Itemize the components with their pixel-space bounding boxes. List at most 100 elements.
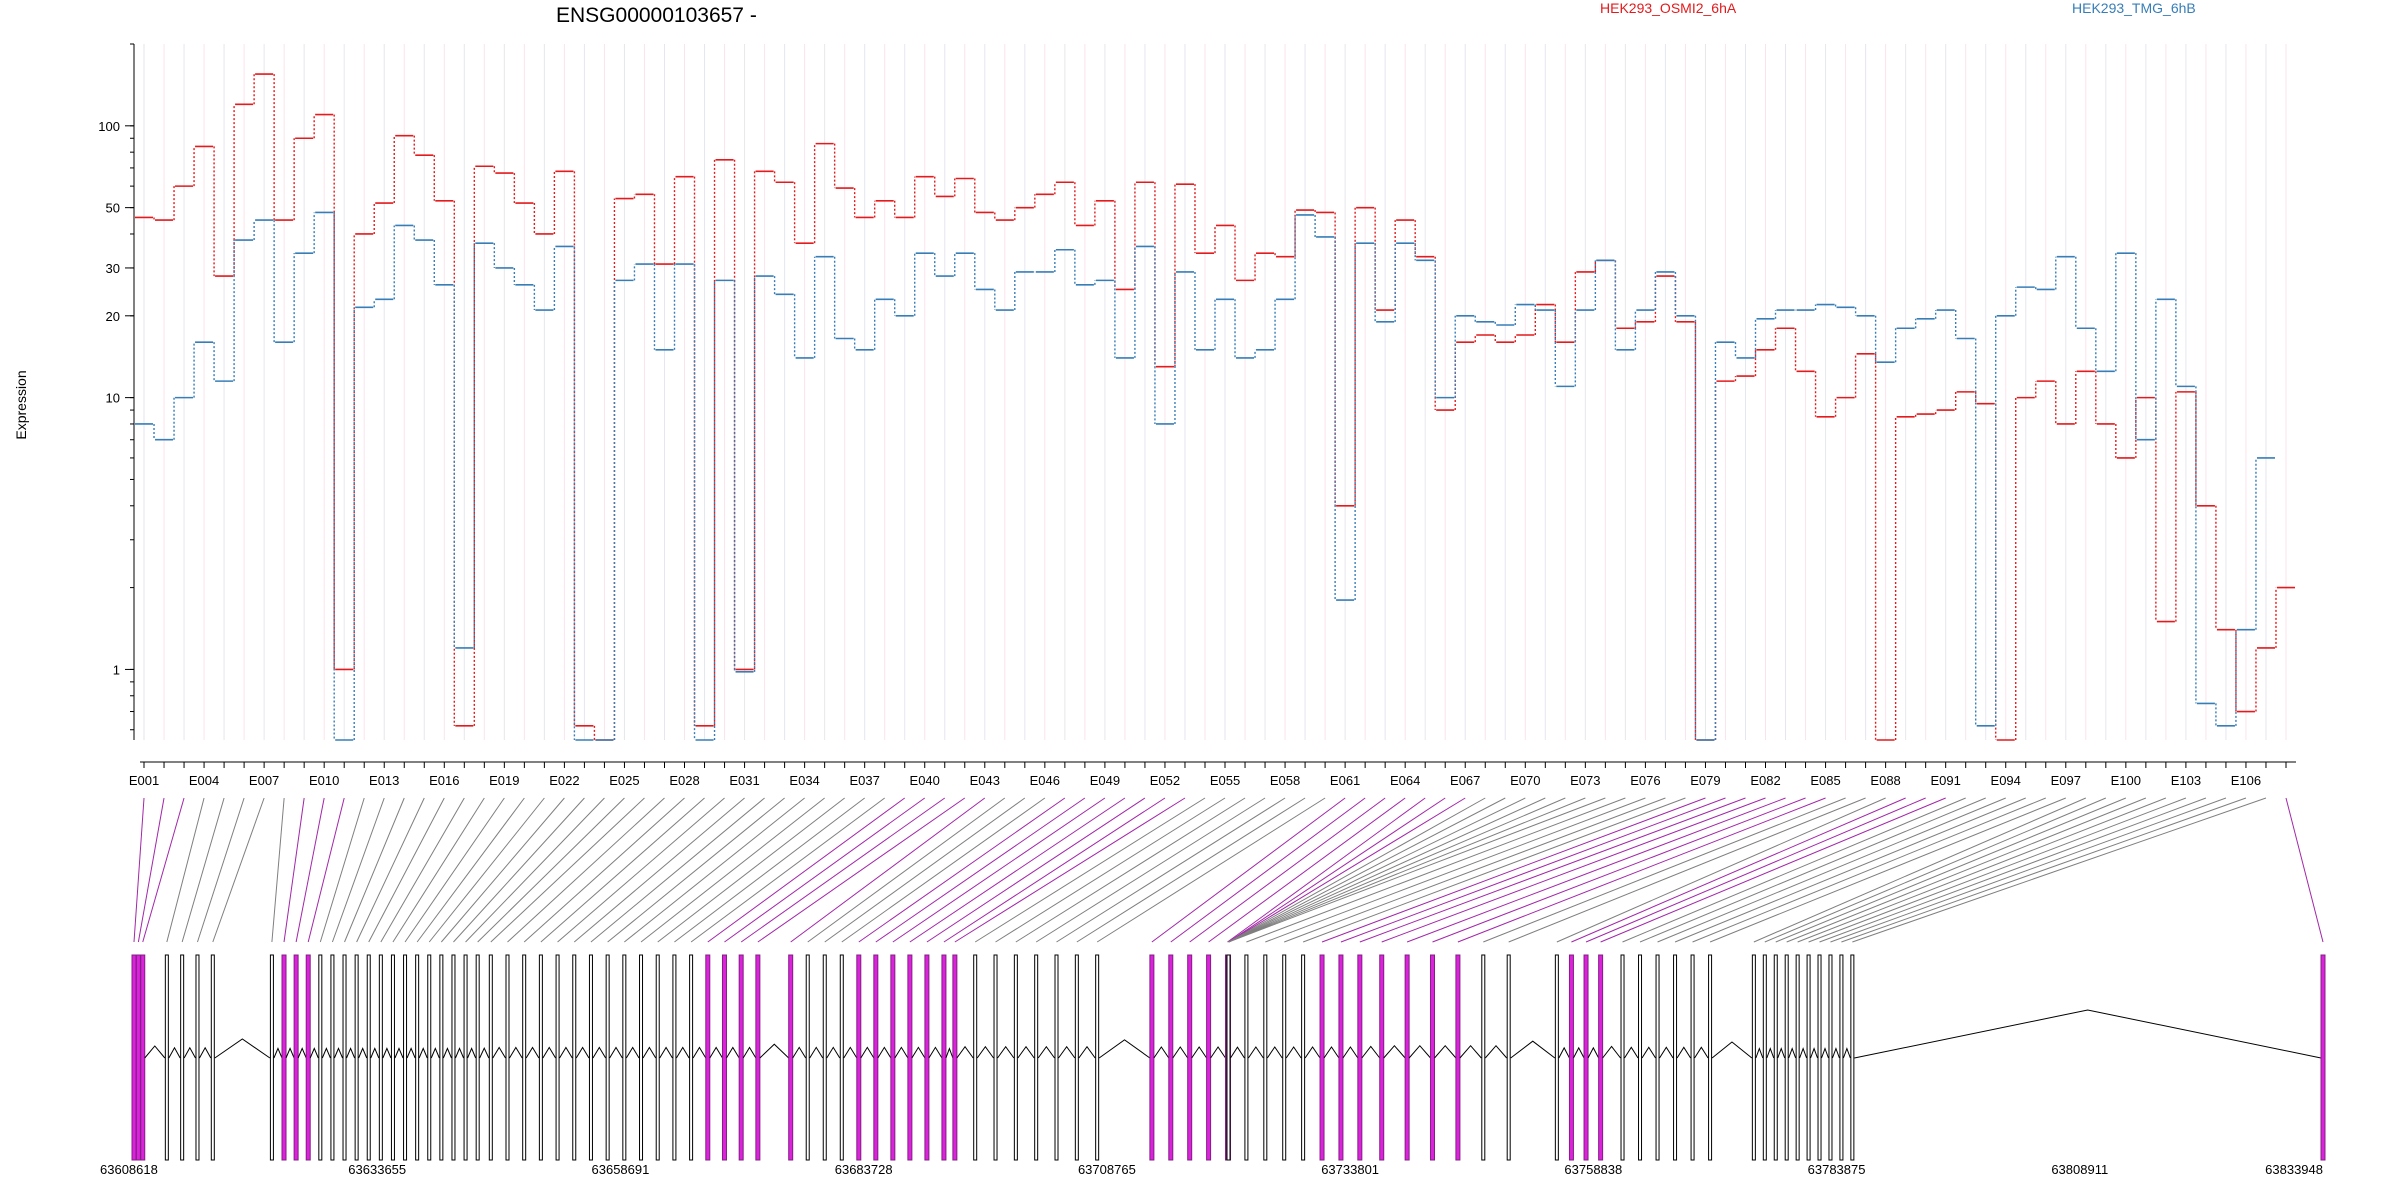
intron-chevron [542,1046,556,1059]
x-tick-label: E046 [1030,773,1060,788]
exon-connector [1753,797,2087,943]
genomic-coordinate-label: 63708765 [1078,1162,1136,1177]
exon-connector [824,797,1026,943]
exon-connector [416,797,525,943]
intron-chevron [1342,1046,1359,1059]
intron-chevron [956,1045,974,1059]
intron-chevron [214,1038,271,1059]
exon-connector [1227,797,1426,943]
intron-chevron [430,1047,440,1059]
intron-chevron [659,1046,673,1059]
exon-box [1244,954,1249,1161]
intron-chevron [509,1046,523,1059]
genomic-coordinate-label: 63608618 [100,1162,158,1177]
exon-box [293,954,299,1161]
intron-chevron [1659,1046,1674,1059]
exon-connector [1585,797,1926,943]
exon-box [378,954,383,1161]
x-tick-label: E091 [1930,773,1960,788]
intron-chevron [642,1046,657,1059]
intron-chevron [1641,1046,1656,1059]
genomic-coordinate-axis: 63608618 63633655 63658691 63683728 63708765… [100,1162,2323,1177]
exon-connector [573,797,745,943]
legend-entry-tmg: HEK293_TMG_6hB [2072,0,2196,16]
exon-connector [1819,797,2207,943]
intron-chevron [575,1046,590,1059]
x-tick-label: E082 [1750,773,1780,788]
exon-box [342,954,347,1161]
exon-connector [740,797,946,943]
exon-box [1149,954,1155,1161]
exon-connector [166,797,205,943]
exon-connector [2285,797,2324,943]
intron-chevron [860,1046,875,1059]
exon-box [721,954,727,1161]
exon-box [993,954,998,1161]
intron-chevron [843,1046,858,1059]
intron-chevron [1459,1044,1482,1059]
intron-chevron [1788,1047,1797,1059]
x-tick-label: E052 [1150,773,1180,788]
gene-model [131,954,2326,1161]
exon-box [1481,954,1486,1161]
exon-connector [295,797,325,943]
exon-box [1850,954,1855,1161]
intron-chevron [675,1046,690,1059]
exon-box [195,954,200,1161]
exon-connector [1208,797,1406,943]
intron-chevron [1323,1046,1340,1059]
exon-box [451,954,456,1161]
y-tick-label: 30 [106,261,120,276]
exon-box [1301,954,1306,1161]
exon-box [210,954,215,1161]
x-tick-label: E013 [369,773,399,788]
exon-box [572,954,577,1161]
intron-chevron [1304,1046,1321,1059]
intron-chevron [321,1047,331,1059]
x-tick-label: E001 [129,773,159,788]
x-tick-label: E070 [1510,773,1540,788]
exon-box [890,954,896,1161]
genomic-coordinate-label: 63758838 [1564,1162,1622,1177]
exon-box [1074,954,1079,1161]
exon-box [1034,954,1039,1161]
exon-box [1263,954,1268,1161]
exon-box [1455,954,1461,1161]
exon-box [1583,954,1589,1161]
exon-box [805,954,810,1161]
intron-chevron [1587,1046,1600,1059]
genomic-coordinate-label: 63833948 [2265,1162,2323,1177]
intron-chevron [418,1047,428,1059]
exon-connector [807,797,1006,943]
exon-connector [607,797,785,943]
y-tick-label: 10 [106,391,120,406]
exon-box [1673,954,1678,1161]
exon-connector [909,797,1126,943]
genomic-coordinate-label: 63683728 [835,1162,893,1177]
exon-connector [858,797,1066,943]
series-lines [135,73,2295,741]
exon-connector [392,797,485,943]
exon-connector [1228,797,1446,943]
exon-box [488,954,493,1161]
exon-connector [307,797,345,943]
intron-chevron [1058,1045,1076,1059]
exon-connector [875,797,1086,943]
exon-box [522,954,527,1161]
intron-chevron [1434,1044,1457,1059]
y-axis-label: Expression [13,370,29,439]
intron-chevron [479,1046,490,1059]
exon-connector [790,797,986,943]
exon-connector [724,797,926,943]
exon-connector [1228,797,1586,943]
genomic-coordinate-label: 63783875 [1808,1162,1866,1177]
exon-box [305,954,311,1161]
exon-box [1404,954,1410,1161]
intron-chevron [894,1046,909,1059]
exon-box [318,954,323,1161]
exon-box [1338,954,1344,1161]
exon-box [1638,954,1643,1161]
exon-box [1708,954,1713,1161]
exon-connector [477,797,625,943]
exon-connector [1015,797,1246,943]
